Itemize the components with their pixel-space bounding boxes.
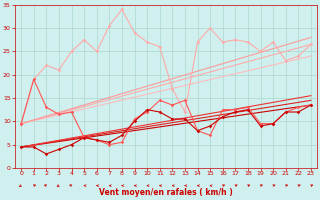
X-axis label: Vent moyen/en rafales ( km/h ): Vent moyen/en rafales ( km/h ) bbox=[99, 188, 233, 197]
